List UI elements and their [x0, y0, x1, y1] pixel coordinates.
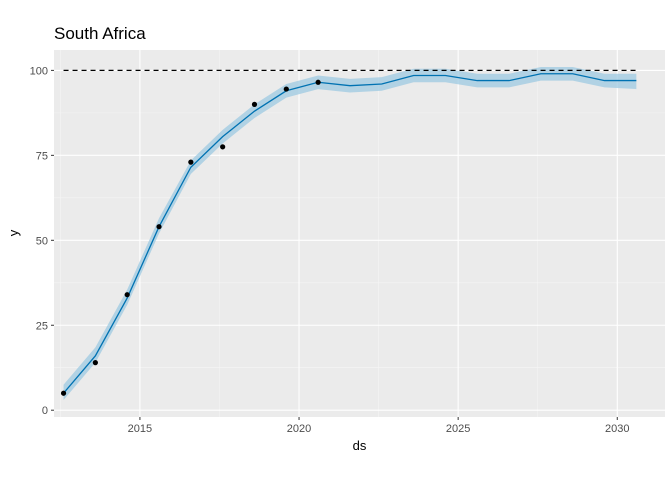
y-tick-label: 75 — [36, 150, 48, 162]
major-gridlines — [54, 50, 665, 417]
observed-point — [220, 144, 226, 150]
observed-point — [251, 101, 258, 107]
observed-point — [124, 292, 130, 298]
y-tick-label: 50 — [36, 235, 48, 247]
observed-point — [156, 224, 162, 230]
axis-ticks: 2015 2020 2025 2030 0 25 50 75 100 — [30, 65, 630, 435]
observed-point — [60, 390, 67, 396]
observed-point — [92, 360, 98, 366]
x-tick-label: 2030 — [605, 423, 629, 435]
x-tick-label: 2015 — [128, 423, 152, 435]
y-tick-label: 25 — [36, 320, 48, 332]
x-tick-label: 2020 — [287, 423, 311, 435]
minor-gridlines — [54, 50, 665, 417]
y-tick-label: 0 — [42, 405, 48, 417]
chart-title: South Africa — [54, 24, 146, 43]
observed-points-group — [60, 79, 321, 396]
y-axis-title: y — [6, 229, 21, 236]
y-tick-label: 100 — [30, 65, 48, 77]
uncertainty-band — [63, 66, 637, 401]
uncertainty-band-group — [63, 66, 637, 401]
plot-panel — [54, 50, 665, 417]
observed-point — [283, 86, 289, 92]
x-axis-title: ds — [353, 438, 367, 453]
observed-point — [315, 79, 321, 85]
observed-point — [188, 159, 194, 165]
x-tick-label: 2025 — [446, 423, 470, 435]
